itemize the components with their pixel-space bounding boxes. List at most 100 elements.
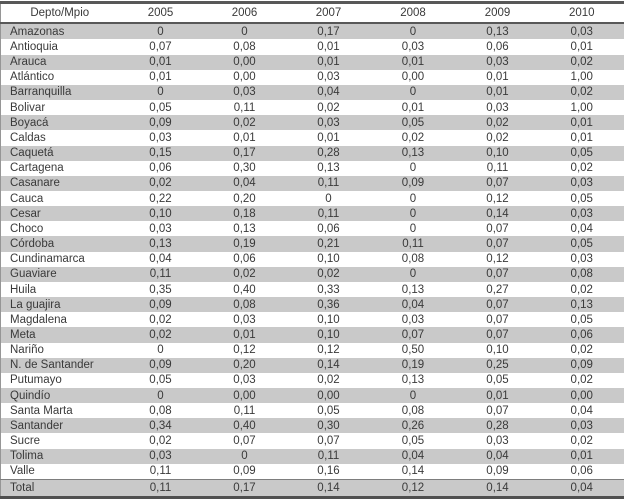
row-label: Huila	[1, 282, 119, 297]
cell-2007: 0,13	[287, 161, 371, 176]
row-label: Antioquia	[1, 39, 119, 54]
cell-2010: 0,01	[540, 130, 624, 145]
cell-2005: 0,01	[119, 70, 203, 85]
cell-2008: 0	[371, 206, 456, 221]
cell-2005: 0,08	[119, 403, 203, 418]
cell-2009: 0,09	[456, 464, 540, 480]
cell-2007: 0,17	[287, 23, 371, 39]
cell-2006: 0	[203, 449, 287, 464]
cell-2009: 0,07	[456, 176, 540, 191]
cell-2007: 0,03	[287, 70, 371, 85]
cell-2005: 0,03	[119, 221, 203, 236]
cell-2008: 0,01	[371, 55, 456, 70]
cell-2005: 0,11	[119, 464, 203, 480]
cell-2007: 0,10	[287, 327, 371, 342]
cell-2010: 0,05	[540, 236, 624, 251]
row-label: Magdalena	[1, 312, 119, 327]
cell-2009: 0,02	[456, 115, 540, 130]
cell-2007: 0,14	[287, 358, 371, 373]
cell-2006: 0,40	[203, 418, 287, 433]
cell-2005: 0,11	[119, 267, 203, 282]
cell-2010: 0,08	[540, 267, 624, 282]
cell-2010: 0,02	[540, 373, 624, 388]
cell-2009: 0,06	[456, 39, 540, 54]
cell-2005: 0,05	[119, 100, 203, 115]
cell-2007: 0,28	[287, 146, 371, 161]
row-label: Cartagena	[1, 161, 119, 176]
cell-2006: 0,08	[203, 297, 287, 312]
row-label: Caquetá	[1, 146, 119, 161]
cell-2005: 0	[119, 23, 203, 39]
cell-2005: 0,06	[119, 161, 203, 176]
row-label: Nariño	[1, 343, 119, 358]
cell-2006: 0,00	[203, 55, 287, 70]
row-label: Cauca	[1, 191, 119, 206]
cell-2007: 0,07	[287, 433, 371, 448]
cell-2008: 0,05	[371, 433, 456, 448]
cell-2005: 0,02	[119, 433, 203, 448]
row-label: Santander	[1, 418, 119, 433]
cell-2009: 0,25	[456, 358, 540, 373]
row-label: Cundinamarca	[1, 252, 119, 267]
cell-2005: 0,34	[119, 418, 203, 433]
cell-2008: 0	[371, 267, 456, 282]
cell-2008: 0,12	[371, 480, 456, 498]
column-header-year: 2007	[287, 3, 371, 24]
cell-2007: 0,01	[287, 39, 371, 54]
cell-2010: 0,02	[540, 433, 624, 448]
cell-2006: 0,00	[203, 388, 287, 403]
cell-2005: 0,13	[119, 236, 203, 251]
cell-2008: 0,04	[371, 297, 456, 312]
cell-2006: 0,12	[203, 343, 287, 358]
cell-2009: 0,07	[456, 297, 540, 312]
cell-2009: 0,14	[456, 206, 540, 221]
column-header-year: 2008	[371, 3, 456, 24]
cell-2007: 0,06	[287, 221, 371, 236]
cell-2005: 0,09	[119, 115, 203, 130]
cell-2010: 1,00	[540, 100, 624, 115]
cell-2007: 0,03	[287, 115, 371, 130]
cell-2007: 0,02	[287, 373, 371, 388]
cell-2007: 0,21	[287, 236, 371, 251]
cell-2008: 0,00	[371, 70, 456, 85]
cell-2010: 0,03	[540, 23, 624, 39]
cell-2009: 0,03	[456, 433, 540, 448]
cell-2005: 0,03	[119, 449, 203, 464]
cell-2007: 0,11	[287, 449, 371, 464]
cell-2005: 0,02	[119, 312, 203, 327]
row-label: Guaviare	[1, 267, 119, 282]
cell-2006: 0,11	[203, 403, 287, 418]
cell-2006: 0,19	[203, 236, 287, 251]
cell-2006: 0,20	[203, 191, 287, 206]
cell-2005: 0,02	[119, 327, 203, 342]
row-label: Casanare	[1, 176, 119, 191]
cell-2010: 0,03	[540, 206, 624, 221]
cell-2008: 0,07	[371, 327, 456, 342]
cell-2008: 0,19	[371, 358, 456, 373]
cell-2008: 0	[371, 191, 456, 206]
cell-2010: 0,02	[540, 161, 624, 176]
row-label: Bolivar	[1, 100, 119, 115]
cell-2006: 0,03	[203, 312, 287, 327]
cell-2006: 0,01	[203, 130, 287, 145]
cell-2006: 0,11	[203, 100, 287, 115]
cell-2005: 0	[119, 343, 203, 358]
cell-2010: 0,03	[540, 176, 624, 191]
cell-2005: 0,07	[119, 39, 203, 54]
cell-2005: 0,02	[119, 176, 203, 191]
cell-2006: 0,06	[203, 252, 287, 267]
cell-2006: 0,17	[203, 146, 287, 161]
cell-2008: 0,14	[371, 464, 456, 480]
cell-2007: 0,10	[287, 252, 371, 267]
